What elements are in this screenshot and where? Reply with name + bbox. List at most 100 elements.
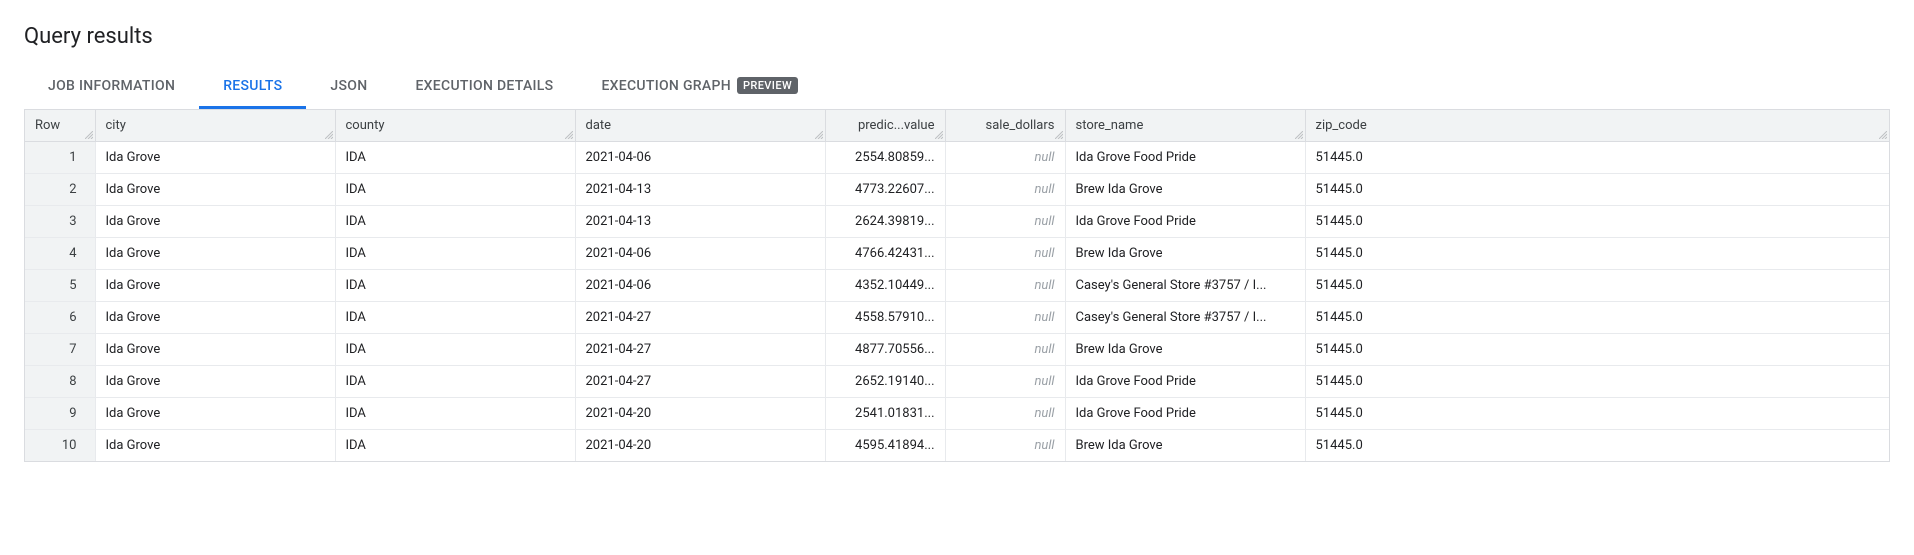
cell-zip: 51445.0 [1305, 430, 1889, 462]
cell-date: 2021-04-06 [575, 142, 825, 174]
table-row[interactable]: 10Ida GroveIDA2021-04-204595.41894...nul… [25, 430, 1889, 462]
cell-value: 4352.10449... [855, 278, 934, 293]
column-resize-handle[interactable] [1879, 131, 1887, 139]
cell-value: Casey's General Store #3757 / I... [1076, 278, 1267, 293]
cell-predicted: 2624.39819... [825, 206, 945, 238]
cell-value: 5 [69, 278, 76, 293]
cell-row: 3 [25, 206, 95, 238]
tab-label: JOB INFORMATION [48, 78, 175, 94]
cell-value: 2021-04-20 [586, 406, 652, 421]
cell-value: IDA [346, 150, 366, 165]
cell-zip: 51445.0 [1305, 398, 1889, 430]
cell-value: 2652.19140... [855, 374, 934, 389]
column-header-sale[interactable]: sale_dollars [945, 110, 1065, 142]
cell-value: 9 [69, 406, 76, 421]
cell-value: 51445.0 [1316, 246, 1363, 261]
cell-sale: null [945, 334, 1065, 366]
cell-value: 51445.0 [1316, 310, 1363, 325]
column-resize-handle[interactable] [85, 131, 93, 139]
column-header-row[interactable]: Row [25, 110, 95, 142]
cell-value: Ida Grove Food Pride [1076, 406, 1196, 421]
query-results-panel: Query results JOB INFORMATION RESULTSJSON… [0, 0, 1914, 462]
column-header-label: predic...value [858, 118, 935, 133]
cell-value: 4558.57910... [855, 310, 934, 325]
tab-results[interactable]: RESULTS [199, 66, 306, 109]
tabs-bar: JOB INFORMATION RESULTSJSONEXECUTION DETA… [24, 65, 1890, 110]
cell-value: Ida Grove Food Pride [1076, 374, 1196, 389]
cell-value: Ida Grove [106, 150, 161, 165]
cell-value: 2021-04-27 [586, 374, 652, 389]
cell-county: IDA [335, 270, 575, 302]
cell-value: 2021-04-27 [586, 342, 652, 357]
column-header-date[interactable]: date [575, 110, 825, 142]
table-row[interactable]: 5Ida GroveIDA2021-04-064352.10449...null… [25, 270, 1889, 302]
column-header-label: date [586, 118, 612, 133]
null-value: null [1034, 374, 1054, 389]
table-row[interactable]: 3Ida GroveIDA2021-04-132624.39819...null… [25, 206, 1889, 238]
null-value: null [1034, 342, 1054, 357]
cell-value: IDA [346, 310, 366, 325]
column-header-predicted[interactable]: predic...value [825, 110, 945, 142]
table-row[interactable]: 6Ida GroveIDA2021-04-274558.57910...null… [25, 302, 1889, 334]
cell-date: 2021-04-20 [575, 398, 825, 430]
cell-city: Ida Grove [95, 238, 335, 270]
table-row[interactable]: 7Ida GroveIDA2021-04-274877.70556...null… [25, 334, 1889, 366]
cell-store: Ida Grove Food Pride [1065, 142, 1305, 174]
cell-store: Ida Grove Food Pride [1065, 206, 1305, 238]
cell-value: 2541.01831... [855, 406, 934, 421]
null-value: null [1034, 438, 1054, 453]
table-row[interactable]: 9Ida GroveIDA2021-04-202541.01831...null… [25, 398, 1889, 430]
column-header-zip[interactable]: zip_code [1305, 110, 1889, 142]
table-row[interactable]: 4Ida GroveIDA2021-04-064766.42431...null… [25, 238, 1889, 270]
page-title: Query results [24, 24, 1890, 49]
cell-value: 51445.0 [1316, 342, 1363, 357]
cell-store: Brew Ida Grove [1065, 334, 1305, 366]
cell-predicted: 4766.42431... [825, 238, 945, 270]
null-value: null [1034, 214, 1054, 229]
column-header-store[interactable]: store_name [1065, 110, 1305, 142]
column-resize-handle[interactable] [1295, 131, 1303, 139]
cell-value: 4766.42431... [855, 246, 934, 261]
cell-sale: null [945, 430, 1065, 462]
cell-value: 4877.70556... [855, 342, 934, 357]
cell-value: 2021-04-13 [586, 182, 652, 197]
cell-value: 51445.0 [1316, 214, 1363, 229]
cell-city: Ida Grove [95, 430, 335, 462]
column-resize-handle[interactable] [935, 131, 943, 139]
cell-value: 2021-04-27 [586, 310, 652, 325]
cell-value: Casey's General Store #3757 / I... [1076, 310, 1267, 325]
column-header-county[interactable]: county [335, 110, 575, 142]
cell-county: IDA [335, 302, 575, 334]
cell-city: Ida Grove [95, 366, 335, 398]
cell-zip: 51445.0 [1305, 334, 1889, 366]
cell-value: 4595.41894... [855, 438, 934, 453]
column-resize-handle[interactable] [325, 131, 333, 139]
tab-execution-details[interactable]: EXECUTION DETAILS [391, 66, 577, 109]
cell-value: 51445.0 [1316, 150, 1363, 165]
cell-store: Brew Ida Grove [1065, 238, 1305, 270]
cell-date: 2021-04-06 [575, 270, 825, 302]
column-resize-handle[interactable] [815, 131, 823, 139]
table-row[interactable]: 8Ida GroveIDA2021-04-272652.19140...null… [25, 366, 1889, 398]
column-resize-handle[interactable] [565, 131, 573, 139]
cell-value: 6 [69, 310, 76, 325]
cell-zip: 51445.0 [1305, 302, 1889, 334]
cell-row: 6 [25, 302, 95, 334]
tab-execution-graph[interactable]: EXECUTION GRAPHPREVIEW [577, 65, 822, 109]
cell-value: Ida Grove [106, 310, 161, 325]
tab-json[interactable]: JSON [306, 66, 391, 109]
table-row[interactable]: 2Ida GroveIDA2021-04-134773.22607...null… [25, 174, 1889, 206]
cell-value: Ida Grove [106, 278, 161, 293]
cell-store: Casey's General Store #3757 / I... [1065, 302, 1305, 334]
cell-value: Brew Ida Grove [1076, 438, 1163, 453]
column-header-city[interactable]: city [95, 110, 335, 142]
tab-job-information[interactable]: JOB INFORMATION [24, 66, 199, 109]
table-row[interactable]: 1Ida GroveIDA2021-04-062554.80859...null… [25, 142, 1889, 174]
cell-value: 2021-04-06 [586, 150, 652, 165]
cell-value: Ida Grove [106, 438, 161, 453]
cell-sale: null [945, 142, 1065, 174]
column-resize-handle[interactable] [1055, 131, 1063, 139]
cell-row: 4 [25, 238, 95, 270]
cell-value: Ida Grove Food Pride [1076, 214, 1196, 229]
cell-value: 7 [69, 342, 76, 357]
